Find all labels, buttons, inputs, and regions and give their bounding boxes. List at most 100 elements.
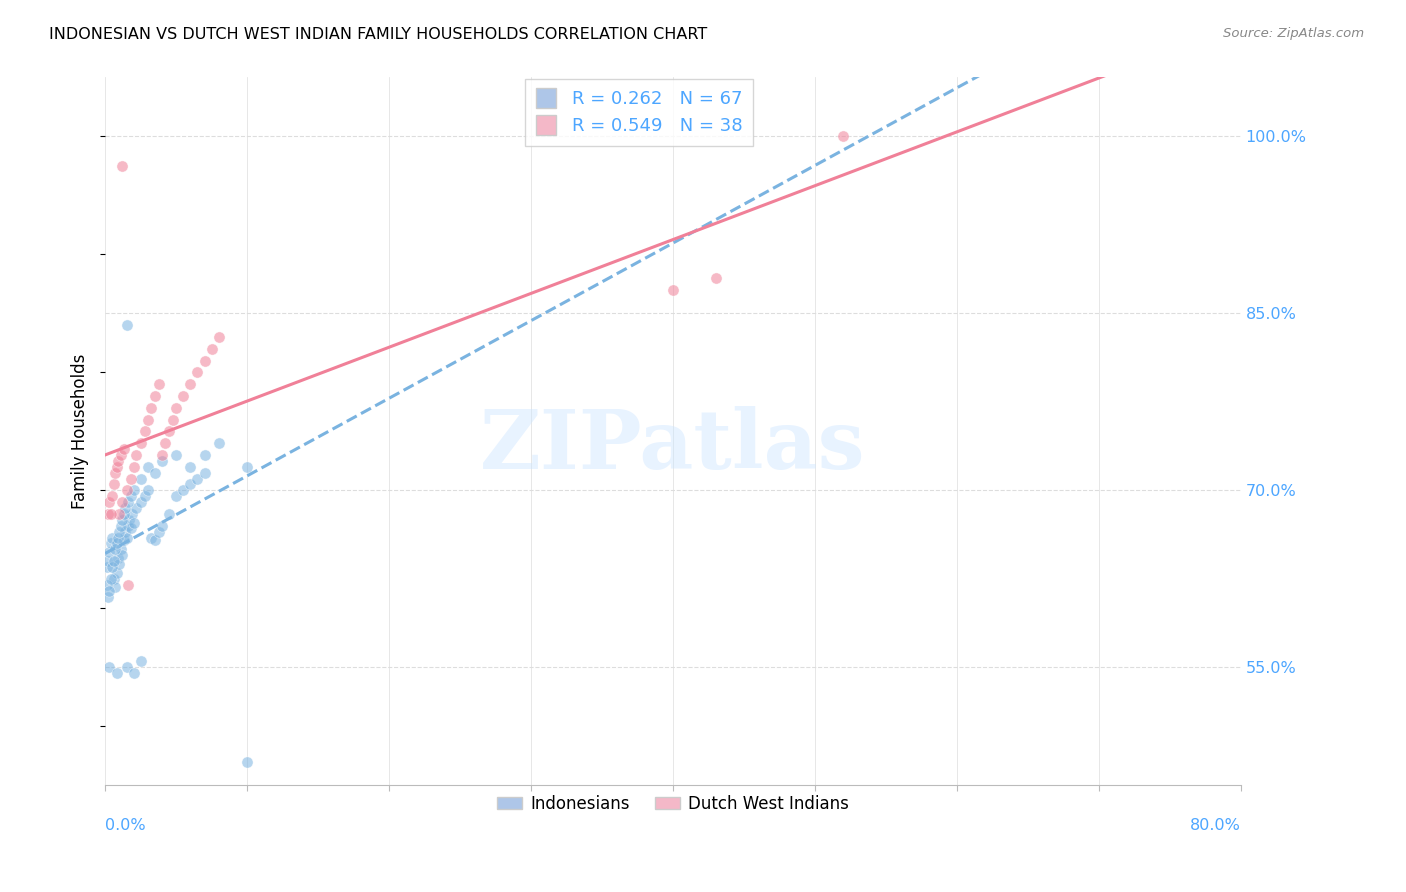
Point xyxy=(143,466,166,480)
Point xyxy=(172,389,194,403)
Point xyxy=(117,578,139,592)
Point xyxy=(103,572,125,586)
Point xyxy=(201,342,224,356)
Text: 80.0%: 80.0% xyxy=(1189,818,1240,833)
Text: Source: ZipAtlas.com: Source: ZipAtlas.com xyxy=(1223,27,1364,40)
Point xyxy=(115,318,138,333)
Point xyxy=(115,660,138,674)
Text: INDONESIAN VS DUTCH WEST INDIAN FAMILY HOUSEHOLDS CORRELATION CHART: INDONESIAN VS DUTCH WEST INDIAN FAMILY H… xyxy=(49,27,707,42)
Point xyxy=(108,524,131,539)
Point xyxy=(112,533,135,547)
Point xyxy=(96,578,118,592)
Point xyxy=(117,495,139,509)
Point xyxy=(101,489,124,503)
Point xyxy=(107,550,129,565)
Point xyxy=(208,436,231,450)
Point xyxy=(105,459,128,474)
Point xyxy=(104,466,127,480)
Point xyxy=(114,524,136,539)
Point xyxy=(125,501,148,516)
Point xyxy=(179,477,201,491)
Point xyxy=(148,524,170,539)
Point xyxy=(118,513,141,527)
Point xyxy=(115,531,138,545)
Point xyxy=(114,501,136,516)
Point xyxy=(157,425,180,439)
Point xyxy=(165,448,187,462)
Point xyxy=(179,459,201,474)
Point xyxy=(107,531,129,545)
Point xyxy=(153,436,176,450)
Point xyxy=(110,518,132,533)
Point xyxy=(139,401,162,415)
Point xyxy=(134,425,156,439)
Point xyxy=(98,495,121,509)
Point xyxy=(125,448,148,462)
Point xyxy=(129,472,152,486)
Point xyxy=(104,542,127,557)
Point xyxy=(97,507,120,521)
Point xyxy=(704,271,727,285)
Point xyxy=(100,507,122,521)
Point xyxy=(105,566,128,580)
Point xyxy=(208,330,231,344)
Point xyxy=(129,655,152,669)
Point xyxy=(179,377,201,392)
Point xyxy=(98,545,121,559)
Point xyxy=(194,448,217,462)
Point xyxy=(107,454,129,468)
Text: ZIPatlas: ZIPatlas xyxy=(481,406,866,485)
Point xyxy=(111,513,134,527)
Point xyxy=(120,521,142,535)
Point xyxy=(110,448,132,462)
Point xyxy=(121,507,143,521)
Text: 0.0%: 0.0% xyxy=(105,818,146,833)
Point xyxy=(148,377,170,392)
Point xyxy=(122,666,145,681)
Point xyxy=(194,466,217,480)
Point xyxy=(150,518,173,533)
Point xyxy=(97,554,120,568)
Point xyxy=(122,516,145,531)
Point xyxy=(162,412,184,426)
Point xyxy=(112,507,135,521)
Point xyxy=(117,518,139,533)
Point xyxy=(97,590,120,604)
Point xyxy=(120,472,142,486)
Point xyxy=(236,459,259,474)
Point xyxy=(136,412,159,426)
Point xyxy=(832,129,855,144)
Point xyxy=(186,472,208,486)
Point xyxy=(194,353,217,368)
Point xyxy=(150,454,173,468)
Point xyxy=(98,660,121,674)
Point xyxy=(122,483,145,498)
Point xyxy=(236,755,259,769)
Point xyxy=(165,401,187,415)
Point xyxy=(134,489,156,503)
Point xyxy=(105,536,128,550)
Point xyxy=(111,159,134,173)
Point xyxy=(136,483,159,498)
Point xyxy=(98,583,121,598)
Point xyxy=(101,531,124,545)
Point xyxy=(101,560,124,574)
Point xyxy=(100,572,122,586)
Point xyxy=(129,495,152,509)
Point xyxy=(120,489,142,503)
Point xyxy=(139,531,162,545)
Point xyxy=(100,536,122,550)
Point xyxy=(111,549,134,563)
Point xyxy=(103,477,125,491)
Point xyxy=(143,533,166,547)
Point xyxy=(104,580,127,594)
Y-axis label: Family Households: Family Households xyxy=(72,354,89,509)
Point xyxy=(136,459,159,474)
Point xyxy=(108,557,131,571)
Point xyxy=(662,283,685,297)
Point xyxy=(172,483,194,498)
Point xyxy=(157,507,180,521)
Point xyxy=(115,483,138,498)
Point xyxy=(143,389,166,403)
Point xyxy=(150,448,173,462)
